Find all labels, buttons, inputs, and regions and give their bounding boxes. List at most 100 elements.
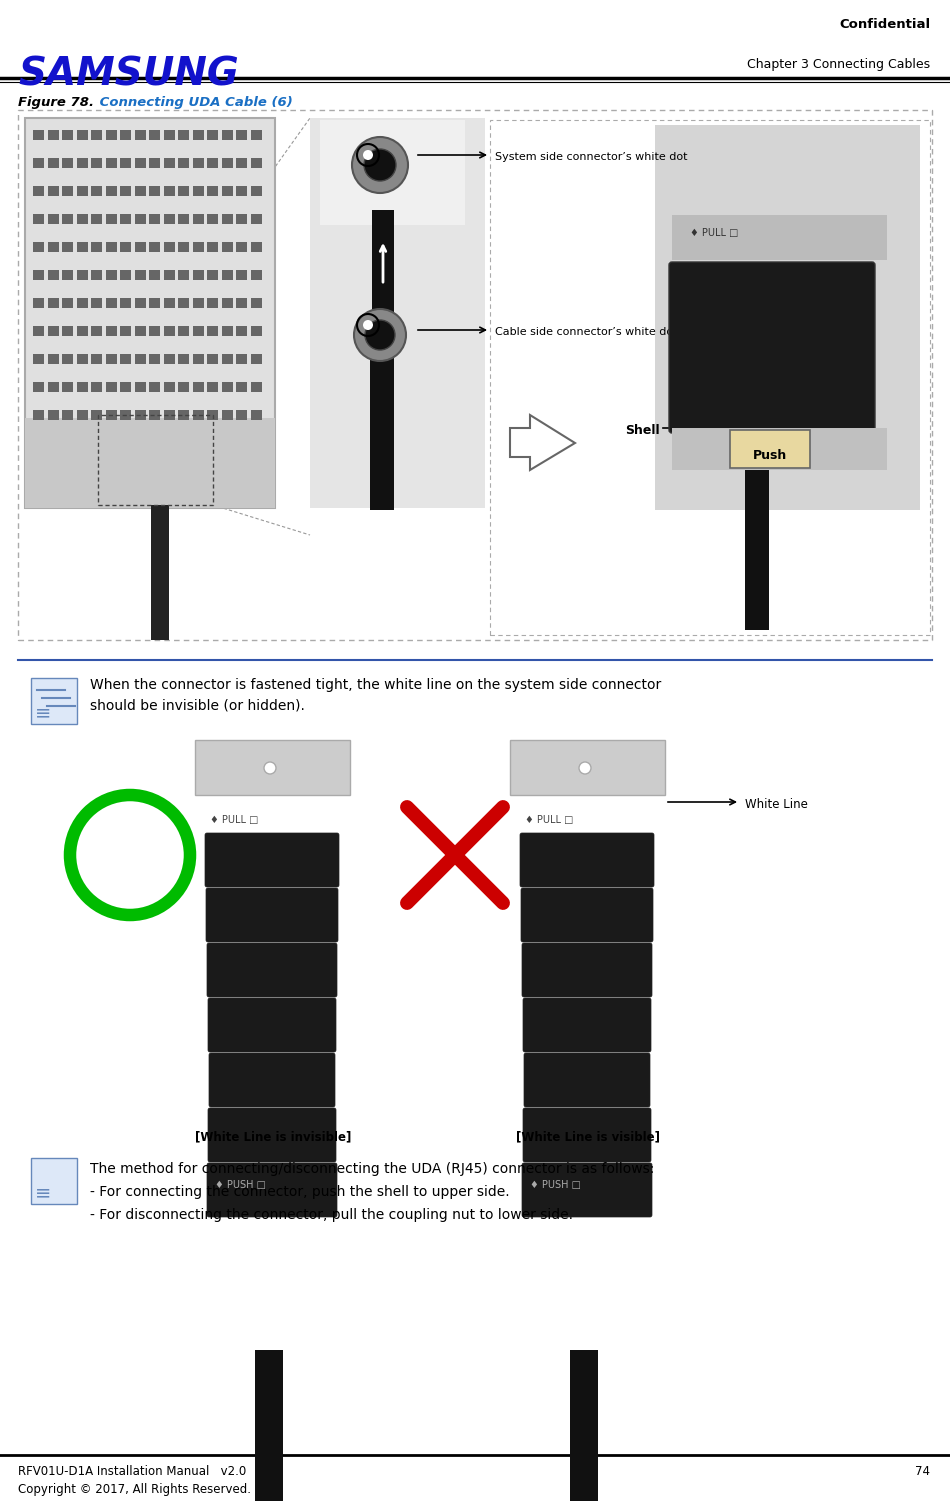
FancyBboxPatch shape — [120, 186, 131, 197]
FancyBboxPatch shape — [193, 242, 203, 252]
FancyBboxPatch shape — [570, 1349, 598, 1501]
FancyBboxPatch shape — [207, 242, 218, 252]
FancyBboxPatch shape — [207, 943, 337, 997]
FancyBboxPatch shape — [77, 270, 87, 281]
Text: Copyright © 2017, All Rights Reserved.: Copyright © 2017, All Rights Reserved. — [18, 1483, 251, 1496]
FancyBboxPatch shape — [135, 326, 145, 336]
Text: ♦ PULL □: ♦ PULL □ — [210, 815, 258, 826]
FancyBboxPatch shape — [48, 354, 59, 365]
FancyBboxPatch shape — [236, 299, 247, 308]
FancyBboxPatch shape — [221, 354, 233, 365]
FancyBboxPatch shape — [251, 242, 261, 252]
FancyBboxPatch shape — [745, 470, 769, 630]
FancyBboxPatch shape — [135, 299, 145, 308]
FancyBboxPatch shape — [207, 1163, 337, 1217]
Text: RFV01U-D1A Installation Manual   v2.0: RFV01U-D1A Installation Manual v2.0 — [18, 1465, 246, 1478]
FancyBboxPatch shape — [33, 131, 44, 140]
FancyBboxPatch shape — [120, 299, 131, 308]
FancyBboxPatch shape — [33, 299, 44, 308]
Circle shape — [352, 137, 408, 194]
FancyBboxPatch shape — [524, 1054, 650, 1108]
FancyBboxPatch shape — [163, 326, 175, 336]
Text: ♦ PULL □: ♦ PULL □ — [690, 228, 738, 239]
FancyBboxPatch shape — [62, 242, 73, 252]
FancyBboxPatch shape — [207, 410, 218, 420]
FancyBboxPatch shape — [135, 354, 145, 365]
FancyBboxPatch shape — [193, 270, 203, 281]
FancyBboxPatch shape — [251, 158, 261, 168]
FancyBboxPatch shape — [251, 186, 261, 197]
FancyBboxPatch shape — [236, 410, 247, 420]
FancyBboxPatch shape — [522, 1163, 652, 1217]
FancyBboxPatch shape — [209, 1054, 335, 1108]
FancyBboxPatch shape — [105, 270, 117, 281]
FancyBboxPatch shape — [105, 326, 117, 336]
FancyBboxPatch shape — [178, 381, 189, 392]
FancyBboxPatch shape — [48, 131, 59, 140]
FancyBboxPatch shape — [251, 270, 261, 281]
FancyBboxPatch shape — [193, 410, 203, 420]
Text: Figure 78.: Figure 78. — [18, 96, 94, 110]
Text: System side connector’s white dot: System side connector’s white dot — [495, 152, 688, 162]
FancyBboxPatch shape — [151, 504, 169, 639]
FancyBboxPatch shape — [520, 833, 654, 887]
FancyBboxPatch shape — [33, 326, 44, 336]
FancyBboxPatch shape — [120, 215, 131, 224]
FancyBboxPatch shape — [33, 186, 44, 197]
FancyBboxPatch shape — [255, 1349, 283, 1501]
FancyBboxPatch shape — [236, 158, 247, 168]
FancyBboxPatch shape — [207, 326, 218, 336]
FancyBboxPatch shape — [135, 410, 145, 420]
FancyBboxPatch shape — [120, 354, 131, 365]
FancyBboxPatch shape — [207, 186, 218, 197]
FancyBboxPatch shape — [33, 410, 44, 420]
FancyBboxPatch shape — [251, 131, 261, 140]
FancyBboxPatch shape — [91, 410, 102, 420]
Circle shape — [363, 320, 373, 330]
FancyBboxPatch shape — [193, 299, 203, 308]
FancyBboxPatch shape — [669, 263, 875, 432]
FancyBboxPatch shape — [62, 158, 73, 168]
FancyBboxPatch shape — [135, 186, 145, 197]
FancyBboxPatch shape — [221, 299, 233, 308]
FancyBboxPatch shape — [62, 299, 73, 308]
FancyBboxPatch shape — [120, 381, 131, 392]
FancyBboxPatch shape — [672, 215, 887, 260]
FancyBboxPatch shape — [251, 326, 261, 336]
FancyBboxPatch shape — [163, 299, 175, 308]
FancyBboxPatch shape — [178, 242, 189, 252]
FancyBboxPatch shape — [91, 131, 102, 140]
FancyBboxPatch shape — [236, 326, 247, 336]
FancyBboxPatch shape — [105, 299, 117, 308]
FancyBboxPatch shape — [195, 740, 350, 796]
FancyBboxPatch shape — [207, 299, 218, 308]
FancyBboxPatch shape — [91, 381, 102, 392]
Circle shape — [354, 309, 406, 362]
FancyBboxPatch shape — [105, 354, 117, 365]
FancyBboxPatch shape — [120, 131, 131, 140]
Circle shape — [364, 149, 396, 182]
FancyBboxPatch shape — [149, 299, 160, 308]
Text: Connecting UDA Cable (6): Connecting UDA Cable (6) — [95, 96, 293, 110]
FancyBboxPatch shape — [163, 186, 175, 197]
FancyBboxPatch shape — [149, 381, 160, 392]
FancyBboxPatch shape — [25, 119, 275, 507]
FancyBboxPatch shape — [193, 381, 203, 392]
FancyBboxPatch shape — [149, 242, 160, 252]
FancyBboxPatch shape — [163, 410, 175, 420]
FancyBboxPatch shape — [105, 186, 117, 197]
FancyBboxPatch shape — [510, 740, 665, 796]
FancyBboxPatch shape — [193, 326, 203, 336]
FancyBboxPatch shape — [105, 242, 117, 252]
Circle shape — [579, 763, 591, 775]
FancyBboxPatch shape — [77, 131, 87, 140]
FancyBboxPatch shape — [149, 410, 160, 420]
FancyBboxPatch shape — [672, 428, 887, 470]
FancyBboxPatch shape — [221, 215, 233, 224]
FancyBboxPatch shape — [33, 381, 44, 392]
FancyBboxPatch shape — [193, 354, 203, 365]
Polygon shape — [510, 414, 575, 470]
FancyBboxPatch shape — [25, 417, 275, 507]
FancyBboxPatch shape — [163, 131, 175, 140]
FancyBboxPatch shape — [62, 186, 73, 197]
